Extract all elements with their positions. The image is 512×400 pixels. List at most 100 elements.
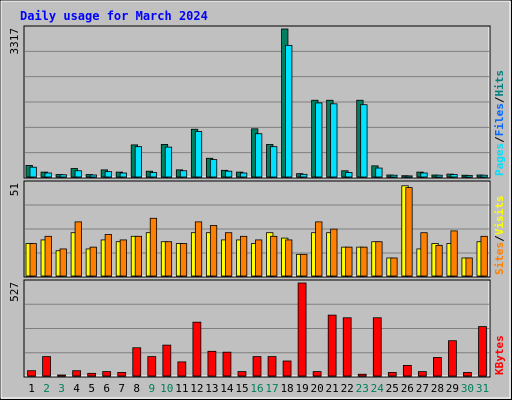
bar-sites-day-3: [59, 248, 67, 277]
bar-kbytes-day-23: [357, 373, 367, 377]
bar-kbytes-day-30: [463, 372, 472, 377]
bar-kbytes-day-3: [57, 374, 66, 377]
y-max-label: 3317: [8, 28, 21, 55]
x-tick-label-day-17: 17: [265, 382, 278, 395]
x-tick-label-day-5: 5: [88, 382, 95, 395]
x-tick-label-day-12: 12: [190, 382, 203, 395]
bar-sites-day-9: [149, 217, 158, 277]
bar-pages-day-14: [224, 170, 233, 178]
bar-sites-day-22: [345, 246, 353, 277]
bar-sites-day-17: [270, 235, 278, 277]
x-tick-label-day-14: 14: [220, 382, 234, 395]
y-max-label: 527: [8, 282, 21, 302]
bar-sites-day-11: [179, 243, 188, 277]
bar-sites-day-6: [104, 234, 112, 277]
bar-sites-day-28: [435, 244, 443, 277]
x-tick-label-day-22: 22: [341, 382, 354, 395]
legend-entry: Sites: [493, 242, 506, 275]
bar-sites-day-8: [134, 235, 142, 277]
bar-sites-day-7: [119, 239, 127, 277]
x-tick-label-day-23: 23: [356, 382, 369, 395]
bar-pages-day-25: [390, 174, 398, 178]
x-tick-label-day-8: 8: [133, 382, 140, 395]
bar-kbytes-day-29: [448, 340, 457, 377]
x-tick-label-day-19: 19: [295, 382, 308, 395]
bar-kbytes-day-15: [237, 371, 247, 377]
bar-sites-day-14: [224, 232, 233, 277]
legend-entry: Pages: [493, 143, 506, 176]
bar-kbytes-day-17: [267, 356, 277, 377]
x-tick-label-day-27: 27: [416, 382, 429, 395]
bar-kbytes-day-22: [342, 317, 352, 377]
panel-hits_files_pages: 3317 Pages/Files/Hits: [8, 25, 506, 179]
x-tick-label-day-18: 18: [280, 382, 293, 395]
bar-sites-day-24: [375, 241, 383, 277]
legend-entry: /: [493, 136, 506, 143]
bar-pages-day-1: [29, 166, 37, 178]
x-tick-label-day-28: 28: [431, 382, 444, 395]
bar-kbytes-day-5: [87, 372, 97, 377]
bar-sites-day-19: [300, 253, 308, 277]
bar-sites-day-1: [29, 243, 37, 277]
bar-sites-day-4: [74, 221, 82, 277]
bar-kbytes-day-1: [27, 370, 36, 377]
bar-sites-day-12: [194, 221, 203, 277]
bar-pages-day-7: [119, 172, 127, 178]
bar-pages-day-22: [345, 172, 353, 178]
bar-pages-day-2: [44, 172, 52, 178]
bar-pages-day-6: [104, 171, 112, 178]
x-tick-label-day-15: 15: [235, 382, 248, 395]
bar-kbytes-day-7: [117, 372, 127, 377]
x-tick-label-day-10: 10: [160, 382, 173, 395]
bar-sites-day-26: [405, 187, 413, 277]
bar-kbytes-day-25: [387, 372, 397, 377]
legend: Sites/Visits: [493, 196, 506, 276]
bar-pages-day-5: [89, 174, 97, 178]
x-tick-label-day-3: 3: [58, 382, 65, 395]
legend: Pages/Files/Hits: [493, 70, 506, 176]
bar-pages-day-23: [360, 104, 368, 178]
bar-sites-day-21: [330, 228, 338, 277]
legend-entry: /: [493, 96, 506, 103]
bar-pages-day-21: [330, 103, 338, 178]
bar-sites-day-25: [390, 257, 398, 277]
legend-entry: Visits: [493, 196, 506, 236]
panel-visits_sites: 51 Sites/Visits: [8, 180, 506, 278]
legend-entry: /: [493, 235, 506, 242]
bar-kbytes-day-4: [72, 370, 81, 377]
x-axis-labels: 1 2 3 4 5 6 7 8 9 10 11 12 13 14 15 16 17 18 19 20 21 22 23 24 2…: [28, 382, 489, 395]
bar-kbytes-day-14: [222, 351, 232, 377]
bar-kbytes-day-6: [102, 371, 112, 377]
bar-kbytes-day-20: [312, 371, 322, 377]
bar-sites-day-30: [465, 257, 473, 277]
bar-sites-day-2: [44, 235, 52, 277]
bar-kbytes-day-8: [132, 347, 142, 377]
x-tick-label-day-25: 25: [386, 382, 399, 395]
bar-pages-day-16: [255, 133, 263, 178]
bar-kbytes-day-9: [147, 356, 157, 377]
y-max-label: 51: [8, 183, 21, 196]
bar-kbytes-day-19: [297, 282, 307, 377]
bar-kbytes-day-24: [372, 317, 382, 377]
bar-sites-day-20: [315, 221, 323, 277]
x-tick-label-day-6: 6: [103, 382, 110, 395]
bar-kbytes-day-26: [402, 365, 412, 377]
bar-sites-day-10: [164, 241, 173, 277]
x-tick-label-day-9: 9: [148, 382, 155, 395]
x-tick-label-day-4: 4: [73, 382, 80, 395]
bar-pages-day-17: [270, 146, 278, 178]
x-tick-label-day-24: 24: [371, 382, 385, 395]
bar-kbytes-day-28: [433, 357, 442, 377]
bar-pages-day-20: [315, 102, 323, 178]
bar-sites-day-5: [89, 246, 97, 277]
chart-title: Daily usage for March 2024: [20, 9, 208, 23]
bar-pages-day-29: [450, 174, 458, 178]
bar-kbytes-day-31: [478, 326, 487, 377]
bar-pages-day-18: [285, 44, 293, 178]
bar-kbytes-day-16: [252, 356, 262, 377]
bar-sites-day-29: [450, 230, 458, 277]
bar-kbytes-day-21: [327, 314, 337, 377]
legend-entry: Files: [493, 103, 506, 136]
